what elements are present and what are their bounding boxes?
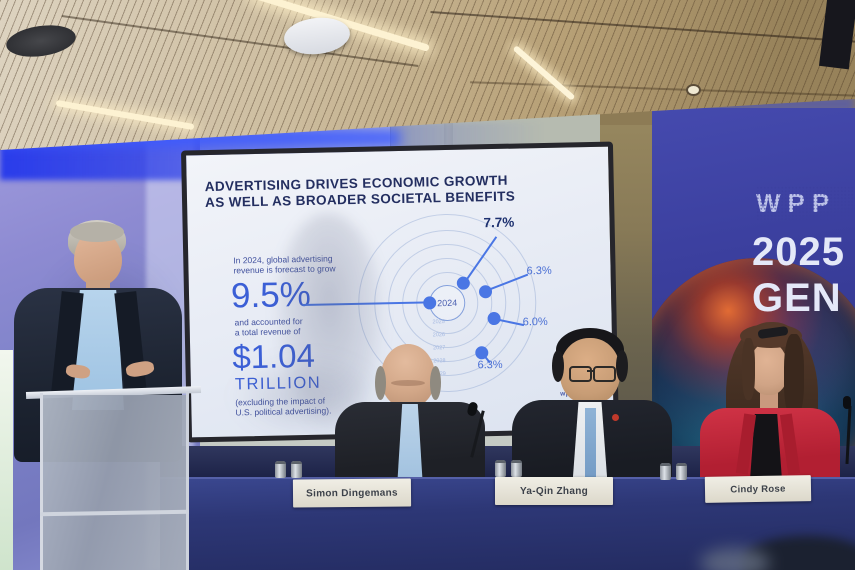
person-hair-side — [742, 338, 755, 400]
lectern-frame — [40, 393, 43, 570]
person-hair — [375, 366, 386, 400]
person-hair — [430, 366, 441, 400]
lectern-frame — [186, 391, 189, 570]
chart-callout-label: 6.0% — [522, 315, 548, 329]
person-head — [381, 344, 435, 408]
water-can — [291, 461, 302, 478]
nameplate-yaqin: Ya-Qin Zhang — [495, 477, 613, 505]
panelist-cindy — [692, 322, 847, 480]
glasses-bridge — [587, 370, 594, 372]
lapel-pin — [612, 414, 619, 421]
person-hair-side — [784, 334, 804, 418]
table-microphone-icon — [841, 396, 855, 466]
person-hair-fringe — [70, 222, 124, 242]
downlight-icon — [686, 84, 701, 96]
person-top — [750, 414, 782, 480]
backdrop-meeting: GEN — [752, 276, 842, 320]
person-hair — [552, 350, 564, 382]
person-head — [749, 342, 788, 395]
glasses-icon — [593, 366, 616, 382]
nameplate-cindy: Cindy Rose — [704, 475, 812, 503]
lectern-panel — [43, 395, 186, 570]
audience-silhouette-blur — [700, 548, 770, 570]
glasses-icon — [569, 366, 592, 382]
water-can — [495, 460, 506, 477]
chart-year-tick: 2025 — [432, 319, 445, 326]
person-tie — [585, 408, 596, 490]
window-sliver — [0, 350, 13, 570]
water-can — [660, 463, 671, 480]
water-can — [511, 460, 522, 477]
backdrop-brand-halftone — [756, 186, 855, 220]
panelist-simon — [335, 338, 485, 488]
person-shirt — [397, 404, 423, 488]
person-hair — [616, 350, 628, 382]
backdrop-year: 2025 — [752, 230, 845, 274]
chart-callout-label: 6.3% — [526, 264, 552, 278]
table-microphone-icon — [466, 401, 488, 462]
lectern — [25, 383, 202, 570]
person-brow-shadow — [391, 380, 425, 386]
chart-callout-label: 7.7% — [483, 214, 515, 231]
water-can — [275, 461, 286, 478]
nameplate-simon: Simon Dingemans — [292, 478, 412, 508]
panelist-yaqin — [512, 328, 672, 490]
water-can — [676, 463, 687, 480]
